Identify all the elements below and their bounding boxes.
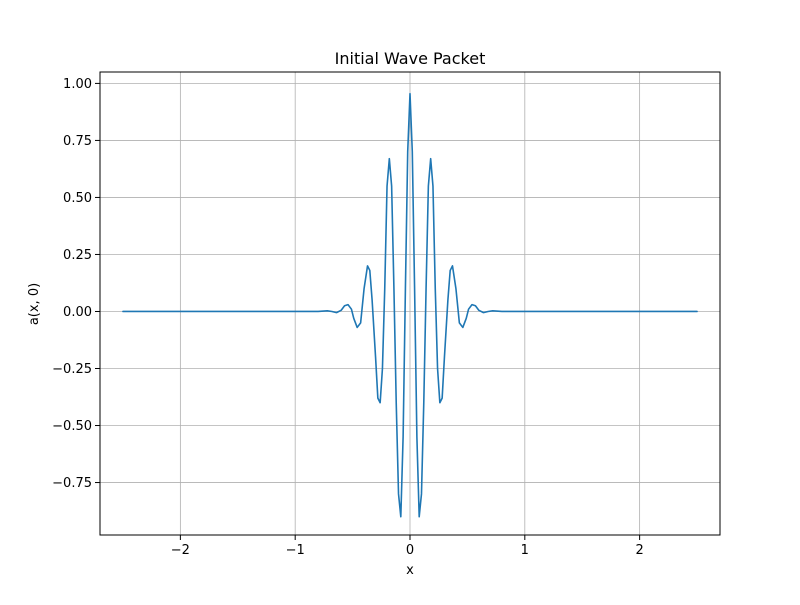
y-tick-label: 0.75	[63, 134, 92, 149]
x-axis-label: x	[406, 563, 414, 578]
series-line-0	[122, 92, 698, 518]
x-tick-label: 2	[635, 543, 643, 558]
y-axis-ticks: −0.75 −0.50 −0.25 0.00 0.25 0.50 0.75 1.00	[52, 77, 100, 491]
chart-title: Initial Wave Packet	[335, 49, 486, 68]
x-tick-label: −2	[171, 543, 190, 558]
y-tick-label: −0.50	[52, 419, 92, 434]
y-tick-label: 0.25	[63, 248, 92, 263]
y-tick-label: −0.75	[52, 476, 92, 491]
y-tick-label: 1.00	[63, 77, 92, 92]
y-axis-label: a(x, 0)	[27, 283, 42, 325]
x-tick-label: 1	[521, 543, 529, 558]
y-tick-label: 0.50	[63, 191, 92, 206]
y-tick-label: 0.00	[63, 305, 92, 320]
series-layer	[122, 92, 698, 518]
x-axis-ticks: −2 −1 0 1 2	[171, 535, 644, 558]
x-tick-label: −1	[286, 543, 305, 558]
y-tick-label: −0.25	[52, 362, 92, 377]
x-tick-label: 0	[406, 543, 414, 558]
